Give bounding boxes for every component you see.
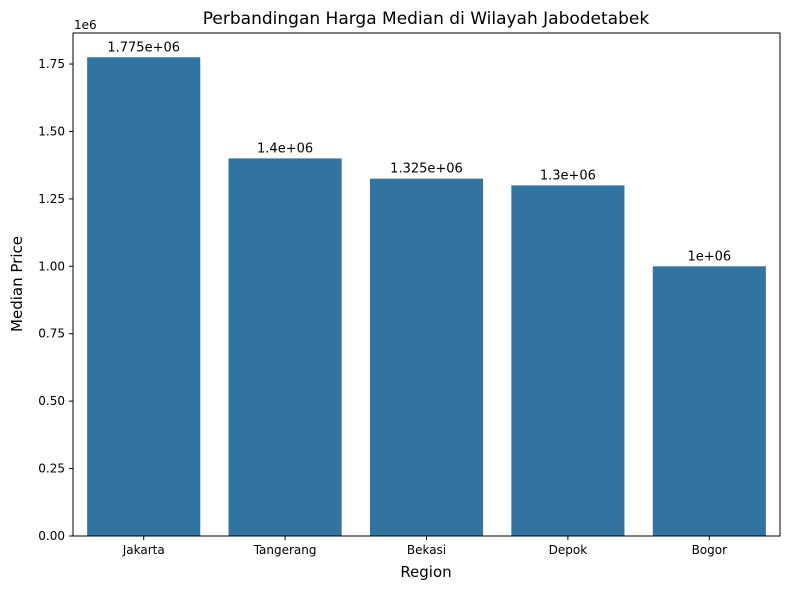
bars-group xyxy=(87,57,766,537)
bar-labels-group: 1.775e+06 1.4e+06 1.325e+06 1.3e+06 1e+06 xyxy=(107,40,731,264)
x-tick-label: Depok xyxy=(549,543,588,557)
bar-value-label: 1.325e+06 xyxy=(390,162,463,177)
chart-title: Perbandingan Harga Median di Wilayah Jab… xyxy=(203,9,650,29)
plot-frame xyxy=(72,32,781,537)
y-tick-label: 0.25 xyxy=(38,462,65,476)
x-axis-label: Region xyxy=(400,563,451,581)
x-axis: Jakarta Tangerang Bekasi Depok Bogor xyxy=(122,536,727,557)
y-tick-label: 0.50 xyxy=(38,394,65,408)
bar-value-label: 1.775e+06 xyxy=(107,40,180,55)
bar-bekasi xyxy=(369,178,484,536)
bar-depok xyxy=(511,185,625,537)
y-tick-label: 0.00 xyxy=(38,529,65,543)
x-tick-label: Jakarta xyxy=(122,543,165,557)
y-tick-label: 0.75 xyxy=(38,327,65,341)
x-tick-label: Bogor xyxy=(692,543,728,557)
bar-bogor xyxy=(652,266,766,536)
bar-value-label: 1.4e+06 xyxy=(257,141,313,156)
y-offset-label: 1e6 xyxy=(74,18,97,32)
y-axis-label: Median Price xyxy=(8,236,26,332)
x-tick-label: Bekasi xyxy=(407,543,446,557)
bar-value-label: 1e+06 xyxy=(687,249,731,264)
y-tick-label: 1.75 xyxy=(38,57,65,71)
bar-value-label: 1.3e+06 xyxy=(540,168,596,183)
y-tick-label: 1.00 xyxy=(38,259,65,273)
y-axis: 0.00 0.25 0.50 0.75 1.00 1.25 1.50 1.75 xyxy=(38,57,73,543)
bar-jakarta xyxy=(87,57,201,536)
bar-tangerang xyxy=(228,158,342,536)
y-tick-label: 1.50 xyxy=(38,124,65,138)
y-tick-label: 1.25 xyxy=(38,192,65,206)
x-tick-label: Tangerang xyxy=(253,543,317,557)
